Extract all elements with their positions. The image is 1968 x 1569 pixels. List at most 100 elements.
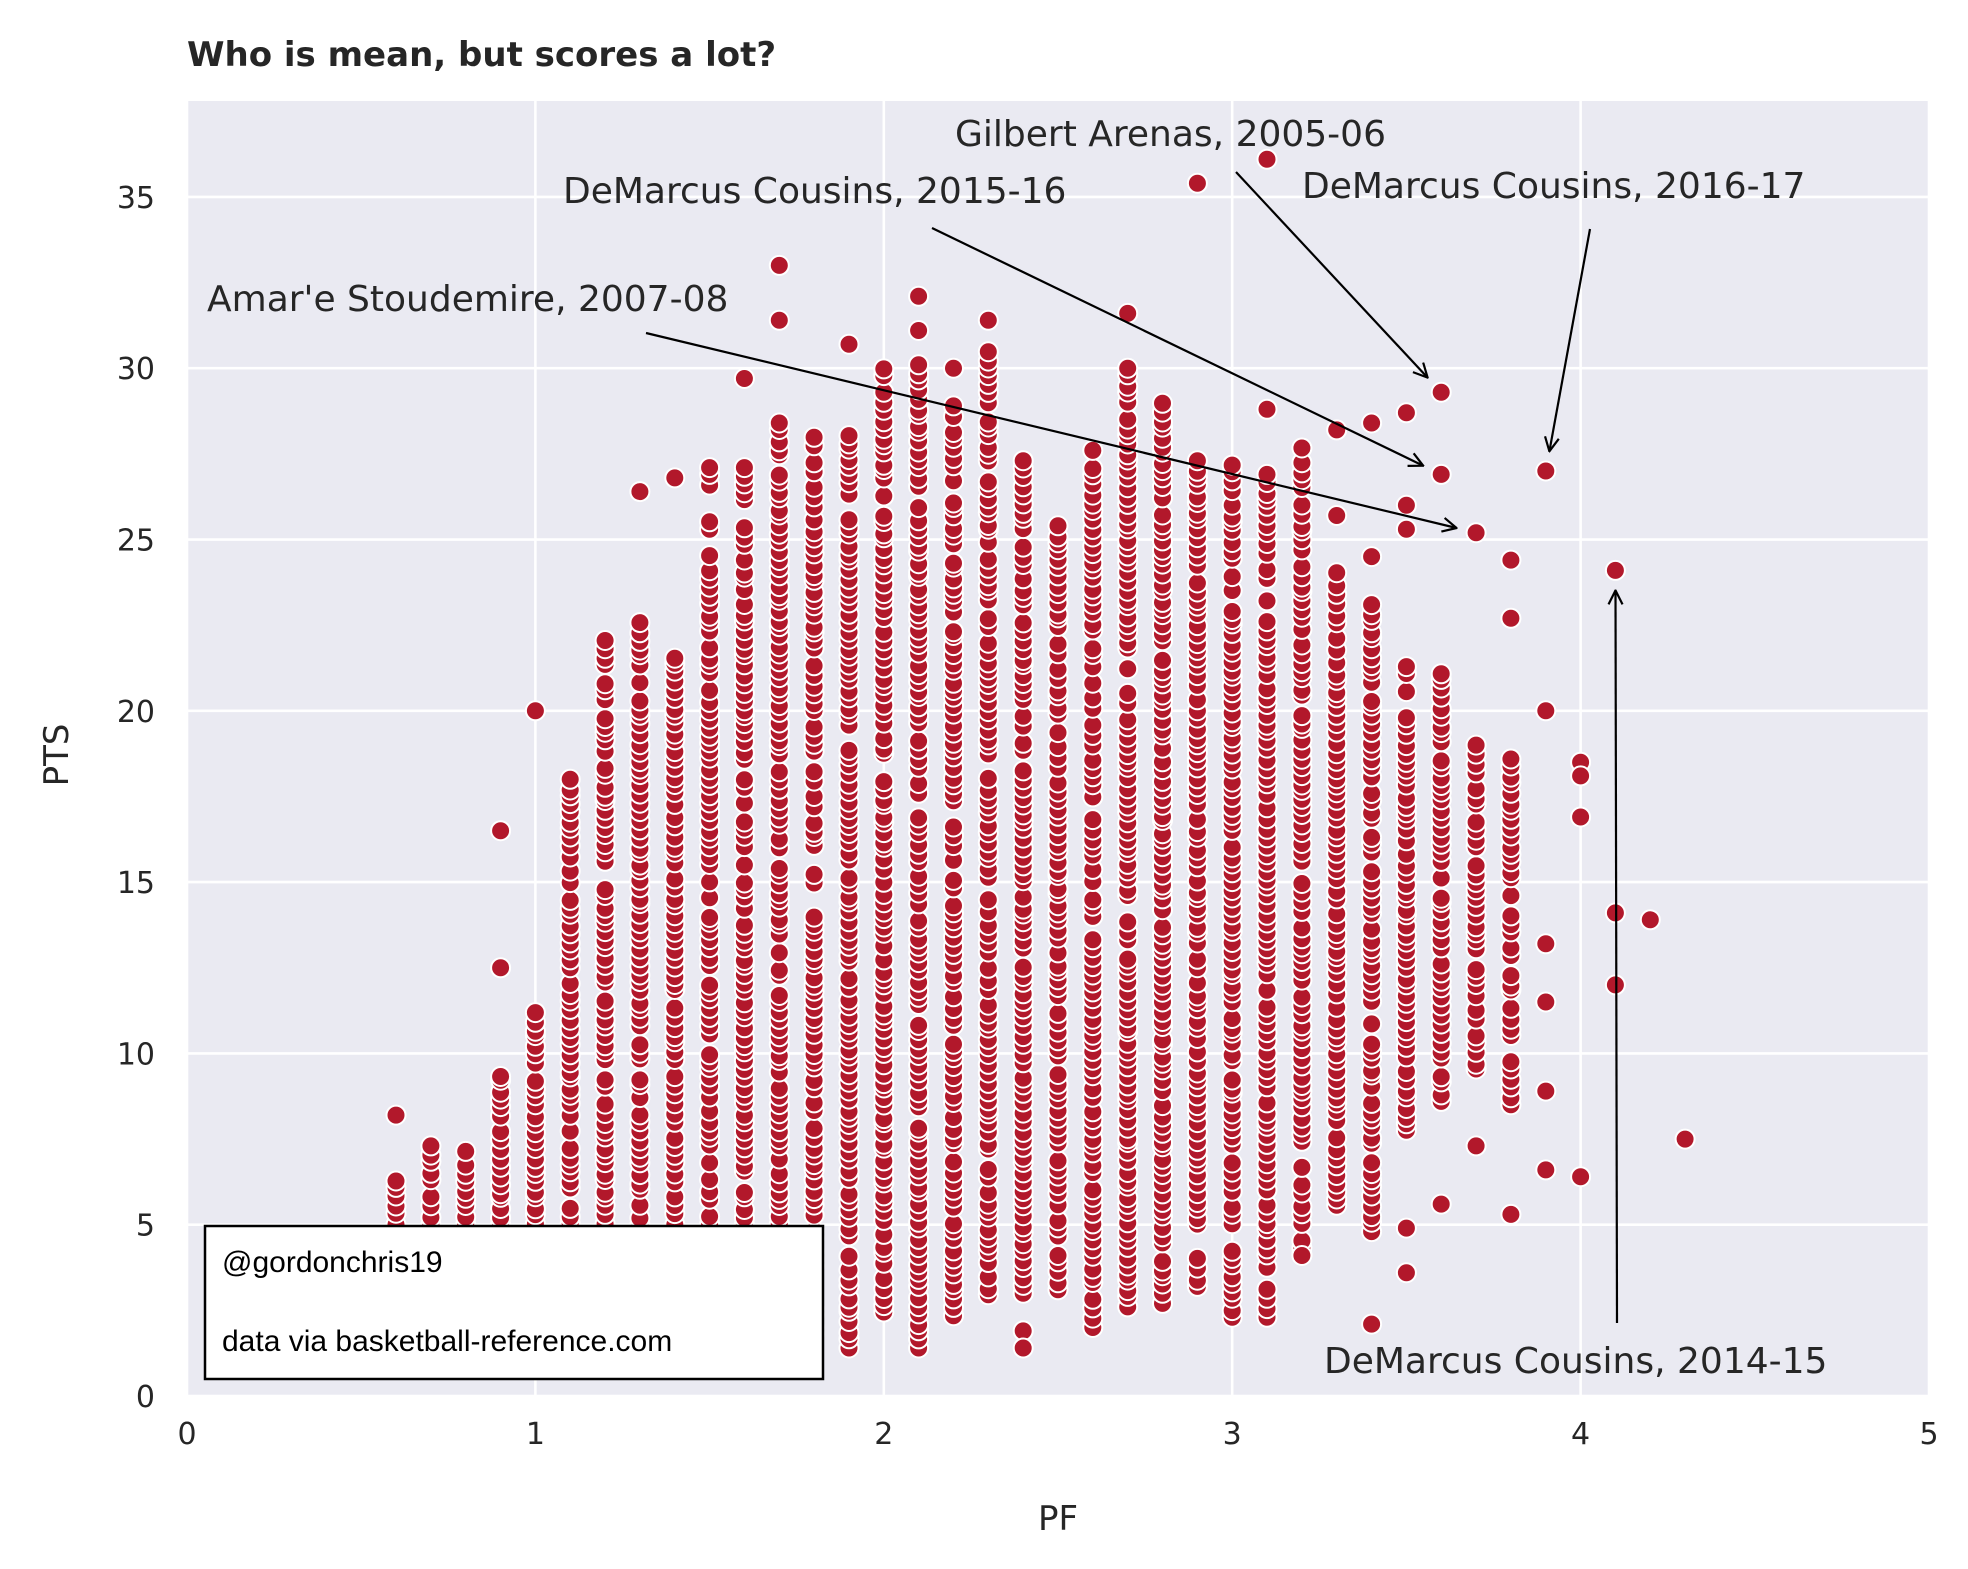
data-point [594, 630, 616, 651]
data-point [733, 368, 755, 389]
data-point [1395, 1217, 1417, 1239]
data-point [1535, 700, 1557, 722]
data-point [908, 354, 930, 376]
annotation-arrow [1235, 171, 1428, 378]
annotation-arrow [1549, 228, 1592, 451]
data-point [943, 1033, 964, 1055]
data-point [1256, 611, 1278, 633]
data-point [943, 621, 964, 643]
data-point [1570, 1166, 1592, 1188]
data-point [1047, 515, 1069, 537]
data-point [1291, 1156, 1313, 1178]
data-point [1639, 909, 1661, 931]
data-point [559, 889, 581, 911]
credit-box: @gordonchris19 data via basketball-refer… [203, 1224, 825, 1381]
data-point [838, 1245, 860, 1267]
data-point [873, 771, 895, 793]
data-point [768, 942, 790, 964]
data-point [1047, 1150, 1069, 1172]
annotation-demarcus-cousins-2015-16: DeMarcus Cousins, 2015-16 [563, 171, 1066, 212]
data-point [1012, 536, 1034, 558]
data-point [629, 612, 651, 634]
data-point [664, 647, 686, 669]
data-point [1395, 518, 1417, 540]
data-point [1012, 1337, 1034, 1359]
data-point [1430, 887, 1452, 909]
data-point [1430, 1066, 1452, 1088]
data-point [1361, 1152, 1383, 1174]
data-point [838, 509, 860, 531]
data-point [1117, 948, 1139, 970]
data-point [768, 761, 790, 783]
data-point [594, 990, 616, 1012]
annotation-demarcus-cousins-2016-17: DeMarcus Cousins, 2016-17 [1302, 166, 1805, 207]
data-point [1152, 649, 1173, 671]
data-point [1361, 1033, 1383, 1055]
data-point [455, 1140, 477, 1162]
data-point [977, 608, 999, 630]
data-point [803, 426, 825, 448]
data-points [385, 148, 1696, 1359]
data-point [699, 1044, 721, 1066]
data-point [768, 254, 790, 276]
data-point [733, 769, 755, 791]
data-point [803, 1117, 825, 1139]
data-point [1291, 1174, 1313, 1196]
data-point [1430, 463, 1452, 485]
data-point [1500, 965, 1522, 987]
data-point [1082, 638, 1104, 660]
data-point [1570, 765, 1592, 787]
data-point [838, 425, 860, 447]
data-point [1186, 172, 1208, 194]
data-point [629, 1104, 651, 1126]
data-point [908, 285, 930, 307]
annotation-demarcus-cousins-2014-15: DeMarcus Cousins, 2014-15 [1324, 1341, 1827, 1382]
data-point [908, 1014, 930, 1036]
data-point [908, 807, 930, 829]
data-point [1117, 658, 1139, 680]
data-point [1326, 562, 1348, 584]
data-point [1186, 1247, 1208, 1269]
data-point [1221, 601, 1243, 622]
data-point [1326, 505, 1348, 526]
data-point [1047, 1064, 1069, 1085]
data-point [1500, 549, 1522, 571]
data-point [1361, 1013, 1383, 1035]
data-point [838, 867, 860, 889]
data-point [1535, 460, 1557, 482]
x-tick-label: 3 [1223, 1417, 1242, 1452]
data-point [1291, 873, 1313, 894]
data-point [768, 985, 790, 1006]
data-point [699, 1152, 721, 1174]
x-tick-label: 5 [1919, 1417, 1938, 1452]
data-point [1465, 959, 1487, 981]
data-point [1221, 566, 1243, 588]
credit-author: @gordonchris19 [222, 1246, 443, 1279]
data-point [1082, 889, 1104, 911]
y-tick-label: 10 [117, 1037, 155, 1072]
x-tick-label: 2 [874, 1417, 893, 1452]
data-point [1152, 392, 1173, 414]
y-tick-label: 25 [117, 524, 155, 559]
y-tick-label: 20 [117, 695, 155, 730]
data-point [768, 309, 790, 331]
data-point [699, 545, 721, 567]
data-point [1326, 1127, 1348, 1149]
data-point [1361, 546, 1383, 568]
data-point [1395, 1262, 1417, 1284]
data-point [420, 1135, 442, 1157]
x-axis-title: PF [1038, 1499, 1078, 1539]
data-point [629, 1034, 651, 1056]
data-point [629, 1069, 651, 1091]
data-point [1117, 911, 1139, 933]
data-point [838, 739, 860, 761]
data-point [977, 309, 999, 331]
data-point [1500, 905, 1522, 927]
data-point [1465, 855, 1487, 877]
y-tick-label: 0 [136, 1380, 155, 1415]
data-point [1117, 357, 1139, 379]
x-axis: 0 1 2 3 4 5 [177, 1417, 1938, 1452]
data-point [873, 358, 895, 380]
data-point [1047, 1245, 1069, 1266]
data-point [977, 889, 999, 911]
